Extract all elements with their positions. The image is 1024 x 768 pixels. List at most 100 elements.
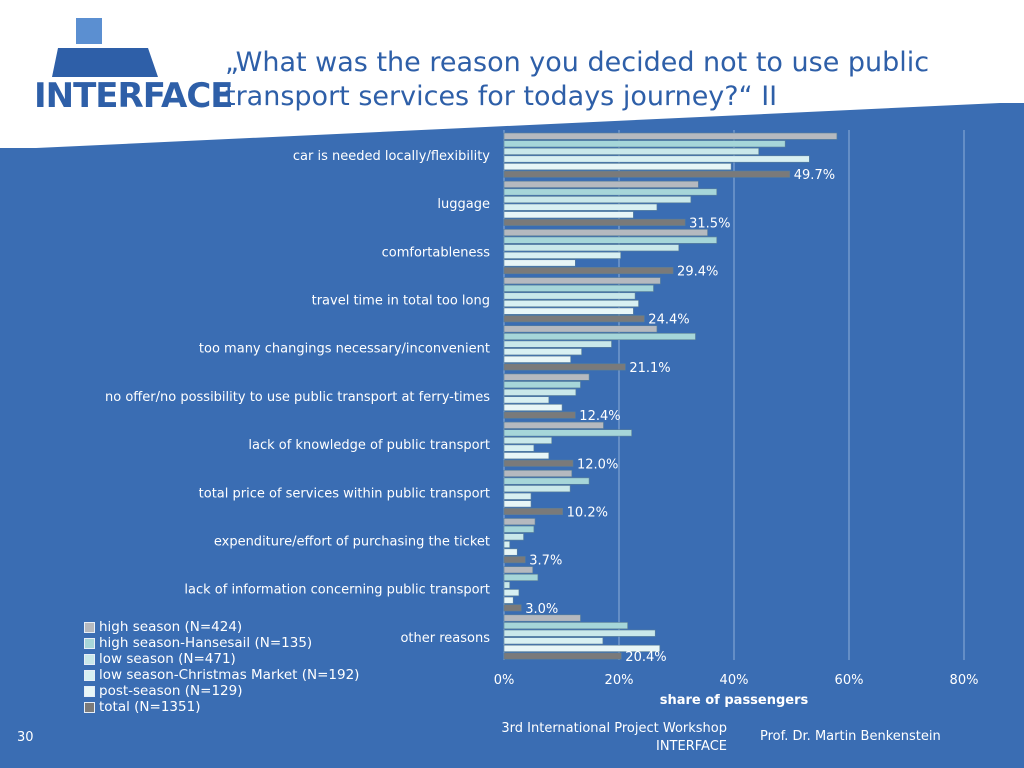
category-label: travel time in total too long [312,294,490,309]
bar [503,436,553,444]
legend-label: low season-Christmas Market (N=192) [99,667,360,683]
bar [503,507,563,515]
bar [503,485,571,493]
category-label: car is needed locally/flexibility [293,149,490,164]
data-label: 12.4% [579,409,620,424]
category-label: too many changings necessary/inconvenien… [199,342,490,357]
logo-text: INTERFACE [34,76,234,116]
bar [503,340,612,348]
bar [503,644,661,652]
bar [503,163,732,171]
bar [503,589,520,597]
x-tick-label: 80% [950,673,979,688]
x-tick-label: 20% [605,673,634,688]
bar [503,188,718,196]
bar [503,333,696,341]
legend-swatch [84,701,95,713]
bar [503,284,654,292]
bar [503,147,760,155]
data-label: 49.7% [794,168,835,183]
legend-item: total (N=1351) [84,699,359,715]
bar [503,396,550,404]
data-label: 3.7% [529,554,562,569]
bar [503,637,604,645]
footer-author: Prof. Dr. Martin Benkenstein [760,729,941,744]
bar [503,229,708,237]
bar [503,218,686,226]
legend-label: high season-Hansesail (N=135) [99,635,313,651]
x-tick-label: 60% [835,673,864,688]
bar [503,548,518,556]
bar [503,533,524,541]
bar [503,411,576,419]
slide-title: „What was the reason you decided not to … [225,47,930,112]
bar [503,325,658,333]
legend-swatch [84,621,95,633]
bar [503,259,576,267]
chart-legend: high season (N=424) high season-Hansesail… [84,619,359,715]
category-label: expenditure/effort of purchasing the tic… [214,534,490,549]
bar [503,492,532,500]
legend-item: low season (N=471) [84,651,359,667]
data-label: 3.0% [525,602,558,617]
data-label: 21.1% [629,361,670,376]
interface-logo [52,18,158,77]
bar [503,196,692,204]
legend-swatch [84,653,95,665]
legend-item: high season-Hansesail (N=135) [84,635,359,651]
bar [503,373,590,381]
legend-item: low season-Christmas Market (N=192) [84,667,359,683]
footer-event-line2: INTERFACE [656,739,727,754]
bar [503,540,511,548]
legend-item: post-season (N=129) [84,683,359,699]
bar [503,622,628,630]
legend-item: high season (N=424) [84,619,359,635]
category-label: no offer/no possibility to use public tr… [105,390,490,405]
bar [503,180,699,188]
bar [503,388,577,396]
bar [503,300,639,308]
bar [503,573,539,581]
category-label: comfortableness [382,245,491,260]
slide-number: 30 [17,730,34,745]
bar [503,251,622,259]
legend-swatch [84,669,95,681]
bar [503,355,571,363]
category-label: other reasons [400,631,490,646]
bar [503,267,674,275]
bar [503,244,680,252]
data-label: 29.4% [677,265,718,280]
bar [503,566,534,574]
bar [503,277,661,285]
bar [503,140,786,148]
category-label: lack of information concerning public tr… [184,583,490,598]
category-label: luggage [437,197,490,212]
bar [503,421,604,429]
data-label: 20.4% [625,650,666,665]
bar [503,381,581,389]
data-label: 10.2% [567,505,608,520]
bar [503,307,634,315]
bar [503,452,550,460]
bar [503,500,532,508]
category-label: total price of services within public tr… [199,486,490,501]
bar [503,203,658,211]
bar [503,652,622,660]
footer-event-line1: 3rd International Project Workshop [501,721,727,736]
bar [503,614,581,622]
bar [503,363,626,371]
bar [503,155,810,163]
legend-swatch [84,637,95,649]
bar [503,170,791,178]
bar [503,404,563,412]
x-tick-label: 40% [720,673,749,688]
bar [503,459,574,467]
bar [503,444,535,452]
bar [503,132,838,140]
bar [503,469,573,477]
bar [503,556,526,564]
legend-label: post-season (N=129) [99,683,243,699]
bar [503,518,536,526]
bar [503,348,582,356]
legend-label: total (N=1351) [99,699,201,715]
